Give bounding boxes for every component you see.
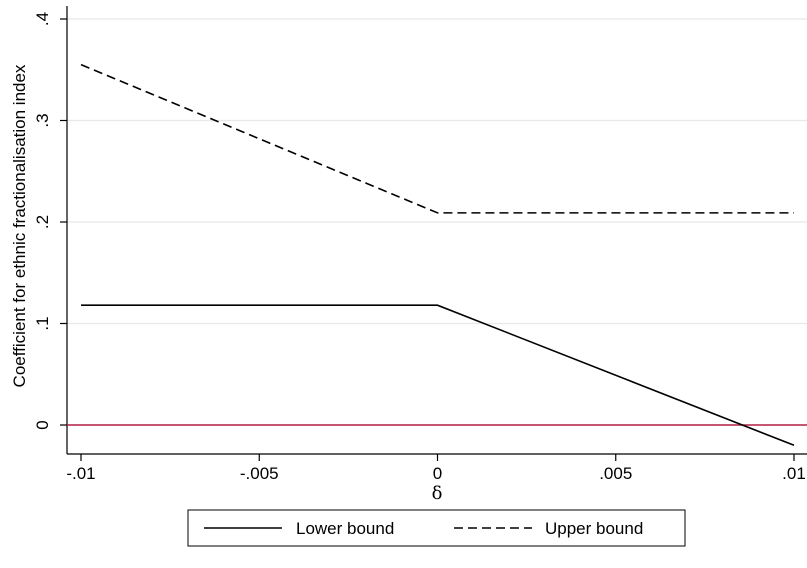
axes bbox=[66, 6, 807, 455]
y-tick-label: .4 bbox=[33, 12, 52, 26]
x-tick-label: 0 bbox=[433, 464, 442, 483]
y-tick-label: 0 bbox=[33, 420, 52, 429]
x-tick-label: .005 bbox=[599, 464, 632, 483]
y-tick-label: .3 bbox=[33, 113, 52, 127]
x-tick-label: -.005 bbox=[240, 464, 279, 483]
series-line-lower-bound bbox=[81, 304, 795, 447]
x-axis-title: δ bbox=[432, 483, 443, 504]
legend-label-lower-bound: Lower bound bbox=[296, 519, 394, 538]
legend-label-upper-bound: Upper bound bbox=[545, 519, 643, 538]
series-layer bbox=[80, 63, 795, 447]
y-axis-title: Coefficient for ethnic fractionalisation… bbox=[10, 64, 29, 387]
x-tick-label: .01 bbox=[782, 464, 806, 483]
series-line-upper-bound bbox=[80, 63, 794, 214]
y-tick-label: .1 bbox=[33, 316, 52, 330]
legend: Lower bound Upper bound bbox=[187, 509, 686, 547]
y-tick-label: .2 bbox=[33, 215, 52, 229]
x-tick-label: -.01 bbox=[66, 464, 95, 483]
ticks: 0 .1 .2 .3 .4 -.01 -.005 0 .005 .01 bbox=[33, 12, 806, 483]
gridlines bbox=[67, 18, 807, 426]
